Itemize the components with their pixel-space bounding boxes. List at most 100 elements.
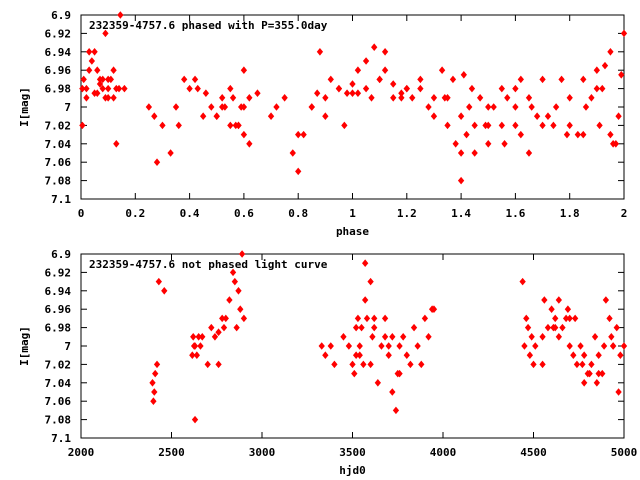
data-point — [191, 342, 199, 350]
data-point — [525, 94, 533, 102]
x-tick-label: 5000 — [611, 446, 638, 459]
data-point — [213, 112, 220, 120]
data-point — [110, 94, 117, 102]
data-point — [457, 112, 465, 120]
y-tick-label: 6.94 — [45, 46, 72, 59]
data-point — [371, 43, 378, 51]
data-point — [289, 149, 296, 157]
data-point — [555, 296, 562, 304]
data-point — [335, 84, 343, 93]
data-point — [533, 112, 541, 120]
data-point — [555, 333, 562, 341]
data-point — [466, 103, 473, 111]
data-point — [571, 314, 579, 323]
data-point — [485, 140, 492, 148]
data-point — [229, 94, 237, 102]
data-point — [449, 75, 457, 84]
data-point — [564, 305, 572, 313]
data-point — [155, 277, 162, 286]
data-point — [581, 351, 588, 359]
data-point — [327, 342, 334, 350]
data-point — [620, 342, 628, 350]
data-point — [322, 351, 329, 359]
data-point — [389, 388, 396, 396]
data-point — [544, 112, 552, 120]
data-point — [407, 360, 414, 369]
data-point — [362, 84, 370, 93]
data-point — [159, 121, 166, 130]
data-point — [606, 314, 613, 323]
data-point — [525, 149, 533, 157]
data-point — [362, 296, 369, 304]
data-point — [215, 328, 222, 336]
data-point — [421, 314, 429, 323]
data-point — [618, 71, 625, 79]
y-axis-label: I[mag] — [18, 326, 31, 366]
data-point — [552, 323, 559, 332]
data-point — [526, 351, 534, 359]
data-point — [438, 66, 446, 74]
data-point — [104, 84, 112, 93]
data-point — [566, 94, 573, 102]
y-tick-label: 6.98 — [45, 83, 72, 96]
data-point — [539, 333, 546, 341]
data-point — [381, 333, 389, 341]
data-point — [102, 94, 109, 102]
data-point — [485, 103, 492, 111]
data-point — [145, 103, 153, 111]
y-tick-label: 7.1 — [51, 432, 71, 445]
data-point — [254, 89, 261, 97]
data-point — [360, 360, 367, 369]
data-point — [490, 103, 497, 111]
data-point — [452, 140, 459, 148]
data-point — [191, 415, 199, 424]
data-point — [345, 342, 353, 350]
data-point — [300, 130, 307, 139]
data-point — [220, 323, 228, 332]
data-point — [600, 342, 608, 350]
data-point — [398, 94, 405, 102]
data-point — [376, 75, 383, 84]
data-point — [403, 84, 410, 93]
data-point — [91, 48, 98, 56]
data-point — [208, 103, 215, 111]
x-tick-label: 2500 — [158, 446, 185, 459]
data-point — [512, 84, 519, 93]
data-point — [566, 342, 573, 350]
data-point — [586, 369, 593, 378]
data-point — [563, 130, 571, 139]
x-tick-label: 3000 — [249, 446, 276, 459]
data-point — [96, 80, 104, 88]
data-point — [581, 379, 588, 387]
data-point — [501, 140, 508, 148]
data-point — [374, 379, 381, 387]
data-point — [524, 323, 532, 332]
data-point — [331, 360, 338, 369]
x-tick-label: 2 — [621, 207, 628, 220]
data-point — [352, 323, 360, 332]
data-point — [308, 103, 315, 111]
data-point — [552, 314, 559, 323]
y-tick-label: 6.9 — [51, 9, 71, 22]
data-point — [400, 333, 407, 341]
data-point — [175, 121, 182, 130]
data-point — [79, 121, 86, 130]
data-point — [471, 149, 478, 157]
data-point — [541, 296, 548, 304]
data-point — [544, 323, 552, 332]
data-point — [512, 121, 519, 130]
y-tick-label: 6.94 — [45, 285, 72, 298]
data-point — [172, 103, 180, 111]
y-tick-label: 7.06 — [45, 395, 72, 408]
data-point — [498, 121, 505, 130]
y-tick-label: 7.02 — [45, 358, 72, 371]
plot-title: 232359-4757.6 phased with P=355.0day — [89, 19, 328, 32]
data-point — [318, 342, 325, 350]
data-point — [153, 158, 161, 166]
data-point — [281, 94, 288, 102]
data-point — [181, 75, 188, 84]
data-point — [232, 121, 239, 130]
data-point — [354, 314, 362, 323]
data-point — [150, 397, 157, 405]
data-point — [385, 342, 392, 350]
